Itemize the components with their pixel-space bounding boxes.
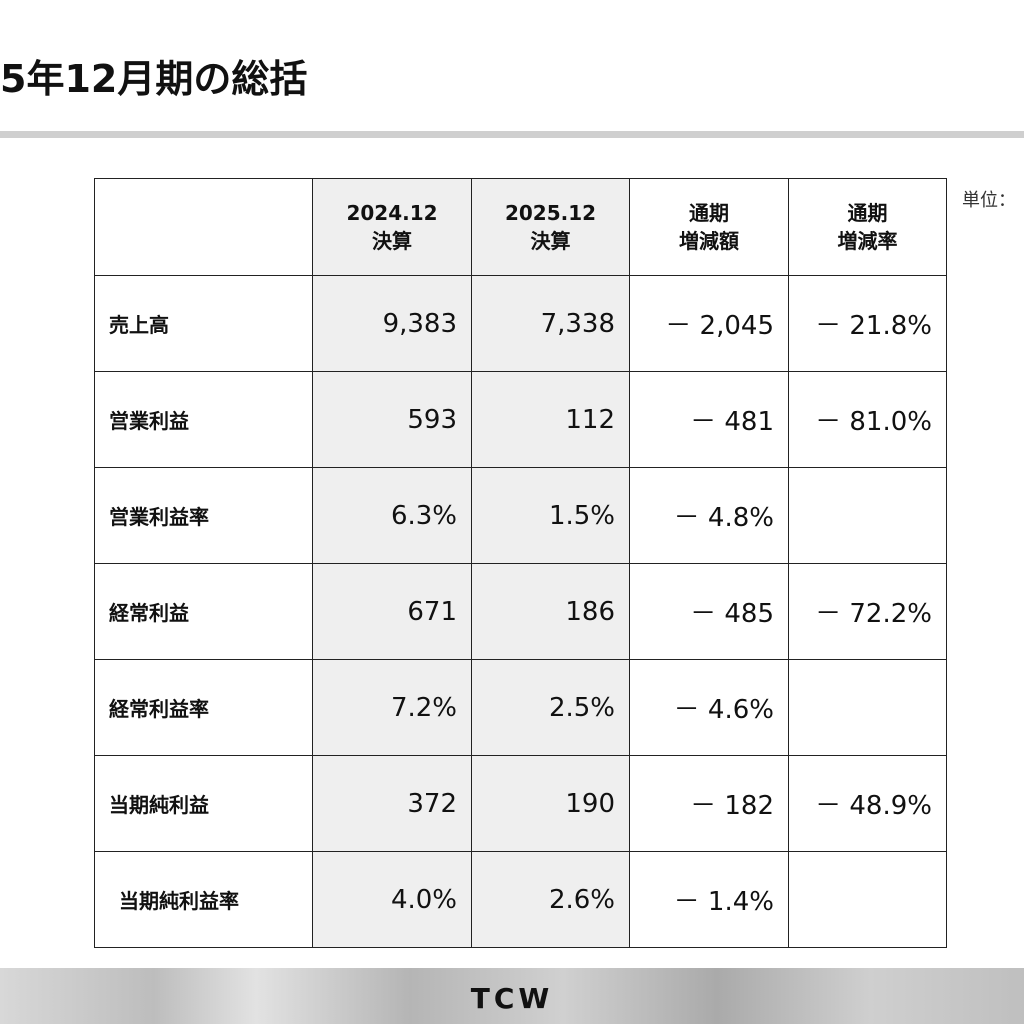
- value-cell: － 81.0%: [788, 371, 947, 468]
- value-cell: 372: [312, 755, 472, 852]
- header-text: 決算: [372, 229, 412, 253]
- header-cell: 2024.12 決算: [312, 178, 472, 276]
- value-cell: 7,338: [471, 275, 630, 372]
- value-cell: 2.5%: [471, 659, 630, 756]
- header-cell: 通期 増減率: [788, 178, 947, 276]
- footer-band: [0, 968, 1024, 1024]
- value-cell: 190: [471, 755, 630, 852]
- header-text: 通期: [847, 201, 888, 225]
- value-cell: － 485: [629, 563, 789, 660]
- row-label: 営業利益: [94, 371, 313, 468]
- header-cell: 2025.12 決算: [471, 178, 630, 276]
- value-cell: － 21.8%: [788, 275, 947, 372]
- value-cell: 9,383: [312, 275, 472, 372]
- value-cell: － 2,045: [629, 275, 789, 372]
- value-cell: [788, 659, 947, 756]
- slide-title: 5年12月期の総括: [0, 57, 308, 101]
- value-cell: － 48.9%: [788, 755, 947, 852]
- header-text: 増減額: [679, 229, 739, 253]
- value-cell: 112: [471, 371, 630, 468]
- value-cell: 2.6%: [471, 851, 630, 948]
- value-cell: － 481: [629, 371, 789, 468]
- header-cell: [94, 178, 313, 276]
- value-cell: － 4.6%: [629, 659, 789, 756]
- value-cell: [788, 467, 947, 564]
- value-cell: 186: [471, 563, 630, 660]
- value-cell: － 1.4%: [629, 851, 789, 948]
- value-cell: [788, 851, 947, 948]
- header-cell: 通期 増減額: [629, 178, 789, 276]
- value-cell: 671: [312, 563, 472, 660]
- header-text: 増減率: [837, 229, 898, 253]
- value-cell: 6.3%: [312, 467, 472, 564]
- header-text: 2025.12: [504, 201, 597, 225]
- value-cell: － 72.2%: [788, 563, 947, 660]
- header-text: 2024.12: [346, 201, 438, 225]
- unit-label: 単位：: [962, 190, 1016, 211]
- row-label: 当期純利益: [94, 755, 313, 852]
- value-cell: 593: [312, 371, 472, 468]
- value-cell: － 182: [629, 755, 789, 852]
- row-label: 売上高: [94, 275, 313, 372]
- header-text: 決算: [530, 229, 571, 253]
- header-text: 通期: [689, 201, 729, 225]
- value-cell: 1.5%: [471, 467, 630, 564]
- value-cell: 4.0%: [312, 851, 472, 948]
- row-label: 営業利益率: [94, 467, 313, 564]
- title-rule: [0, 131, 1024, 138]
- row-label: 経常利益率: [94, 659, 313, 756]
- value-cell: 7.2%: [312, 659, 472, 756]
- row-label: 経常利益: [94, 563, 313, 660]
- summary-table: 2024.12 決算 2025.12 決算 通期 増減額 通期 増減率 売上高 9,383 7,33…: [94, 178, 947, 948]
- row-label: 当期純利益率: [94, 851, 313, 948]
- company-logo: TCW: [470, 982, 554, 1015]
- value-cell: － 4.8%: [629, 467, 789, 564]
